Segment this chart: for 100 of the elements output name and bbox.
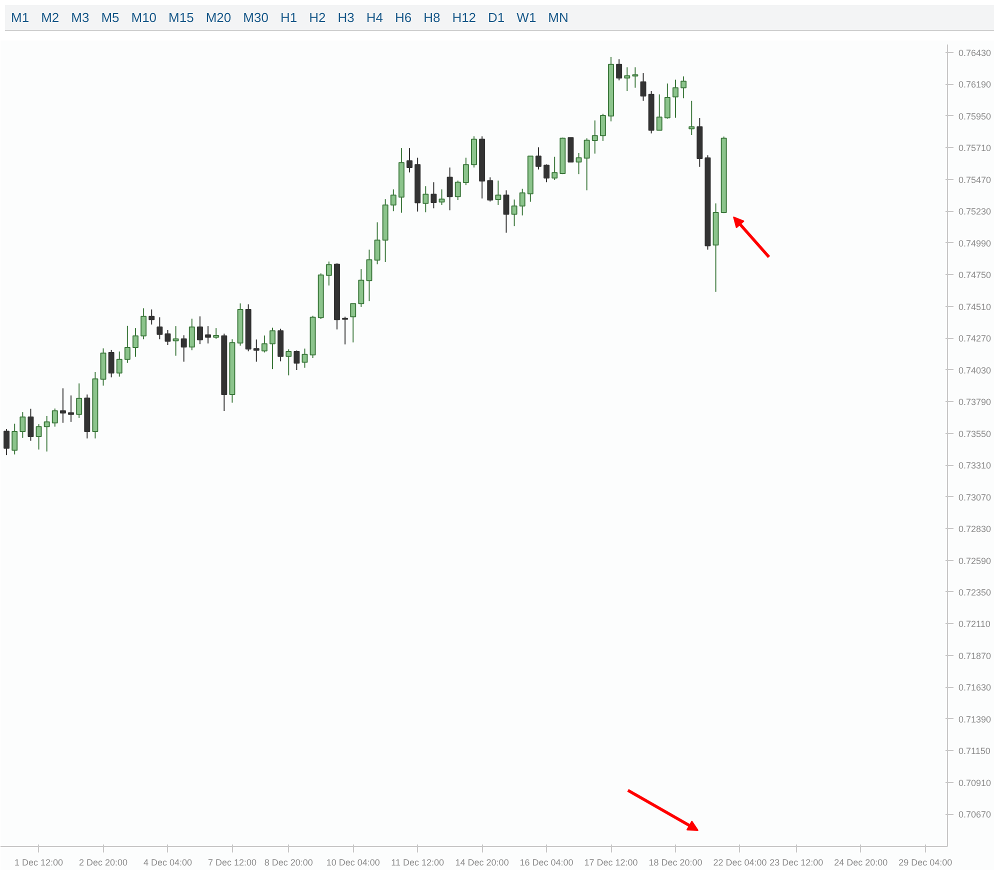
y-tick-label: 0.74030: [958, 365, 992, 376]
x-tick-label: 24 Dec 20:00: [834, 858, 888, 868]
candlestick: [28, 408, 34, 442]
candlestick: [294, 350, 300, 371]
candlestick: [253, 338, 260, 362]
y-tick-label: 0.71870: [958, 650, 992, 661]
y-tick-label: 0.71390: [958, 714, 992, 724]
y-tick-label: 0.74510: [958, 302, 992, 312]
candlestick: [495, 180, 502, 206]
candlestick: [552, 156, 558, 180]
candlestick: [544, 164, 550, 183]
candlestick: [302, 348, 308, 368]
candlestick: [20, 412, 26, 438]
candlestick: [68, 394, 74, 422]
candlestick: [664, 83, 670, 120]
candlestick: [196, 316, 203, 345]
candlestick: [430, 182, 437, 209]
y-tick-label: 0.76430: [958, 48, 992, 58]
y-tick-label: 0.70670: [958, 810, 992, 820]
candlestick: [286, 348, 292, 376]
text: H4: [365, 9, 384, 27]
candlestick: [116, 351, 122, 378]
candlestick: [164, 329, 171, 346]
y-tick-label: 0.71150: [958, 746, 990, 756]
candlestick: [616, 58, 622, 81]
candlestick: [446, 167, 453, 211]
x-tick-label: 2 Dec 20:00: [78, 858, 128, 868]
candlestick: [205, 326, 212, 344]
candlestick: [422, 186, 429, 213]
text: H8: [422, 9, 442, 27]
candlestick: [390, 188, 396, 212]
text: M2: [40, 9, 60, 27]
x-tick-label: 16 Dec 04:00: [520, 858, 574, 868]
candlestick: [624, 66, 630, 92]
candlestick: [535, 146, 542, 170]
y-tick-label: 0.72110: [958, 619, 990, 630]
candlestick: [148, 308, 155, 326]
y-tick-label: 0.72830: [958, 524, 992, 534]
candlestick: [76, 382, 82, 418]
x-tick-label: 8 Dec 20:00: [264, 858, 313, 868]
candlestick: [511, 199, 518, 227]
candlestick: [454, 180, 461, 201]
y-tick-label: 0.75230: [958, 206, 992, 217]
y-tick-label: 0.73070: [958, 492, 992, 502]
x-tick-label: 1 Dec 12:00: [14, 858, 64, 868]
x-tick-label: 23 Dec 12:00: [770, 858, 824, 868]
text: M3: [70, 9, 90, 27]
candlestick: [108, 349, 114, 378]
text: MN: [547, 9, 570, 27]
text: H12: [451, 9, 478, 27]
candlestick: [213, 328, 220, 340]
x-tick-label: 11 Dec 12:00: [391, 858, 444, 868]
candlestick: [44, 415, 50, 452]
candlestick: [350, 303, 356, 343]
candlestick: [503, 190, 510, 234]
candlestick: [358, 268, 364, 308]
text: W1: [516, 9, 538, 27]
candlestick: [366, 249, 372, 302]
x-tick-label: 22 Dec 04:00: [713, 858, 767, 868]
text: M15: [168, 9, 195, 27]
y-tick-label: 0.76190: [958, 80, 992, 90]
y-tick-label: 0.75710: [958, 143, 992, 154]
candlestick: [584, 138, 590, 191]
text: M30: [242, 9, 270, 27]
candlestick: [680, 76, 687, 99]
candlestick: [60, 388, 66, 424]
candlestick: [12, 423, 18, 455]
candlestick: [656, 94, 662, 131]
x-tick-label: 7 Dec 12:00: [208, 858, 256, 868]
candlestick: [188, 318, 195, 351]
text: H6: [394, 9, 413, 27]
candlestick: [438, 188, 445, 206]
candlestick: [688, 100, 695, 136]
x-tick-label: 29 Dec 04:00: [898, 858, 952, 868]
candlestick: [36, 424, 42, 450]
candlestick: [592, 120, 598, 154]
text: M1: [10, 9, 30, 27]
candlestick: [4, 428, 10, 456]
y-tick-label: 0.73790: [958, 397, 992, 408]
candlestick: [462, 157, 469, 186]
candlestick: [672, 79, 678, 118]
y-tick-label: 0.71630: [958, 682, 992, 693]
text: H2: [308, 9, 327, 27]
candlestick: [640, 72, 646, 102]
candlestick: [140, 308, 147, 340]
text: M20: [204, 9, 232, 27]
x-tick-label: 14 Dec 20:00: [455, 858, 509, 868]
candlestick: [374, 222, 380, 265]
text: H1: [279, 9, 298, 27]
candlestick: [156, 316, 163, 340]
candlestick: [124, 325, 130, 364]
y-tick-label: 0.73310: [958, 460, 992, 471]
y-tick-label: 0.75950: [958, 111, 992, 122]
candlestick: [261, 335, 268, 353]
text: M10: [130, 9, 158, 27]
candlestick: [632, 66, 638, 88]
candlestick: [487, 176, 494, 202]
y-tick-label: 0.73550: [958, 428, 992, 439]
y-tick-label: 0.72590: [958, 556, 992, 566]
y-tick-label: 0.74270: [958, 334, 992, 344]
